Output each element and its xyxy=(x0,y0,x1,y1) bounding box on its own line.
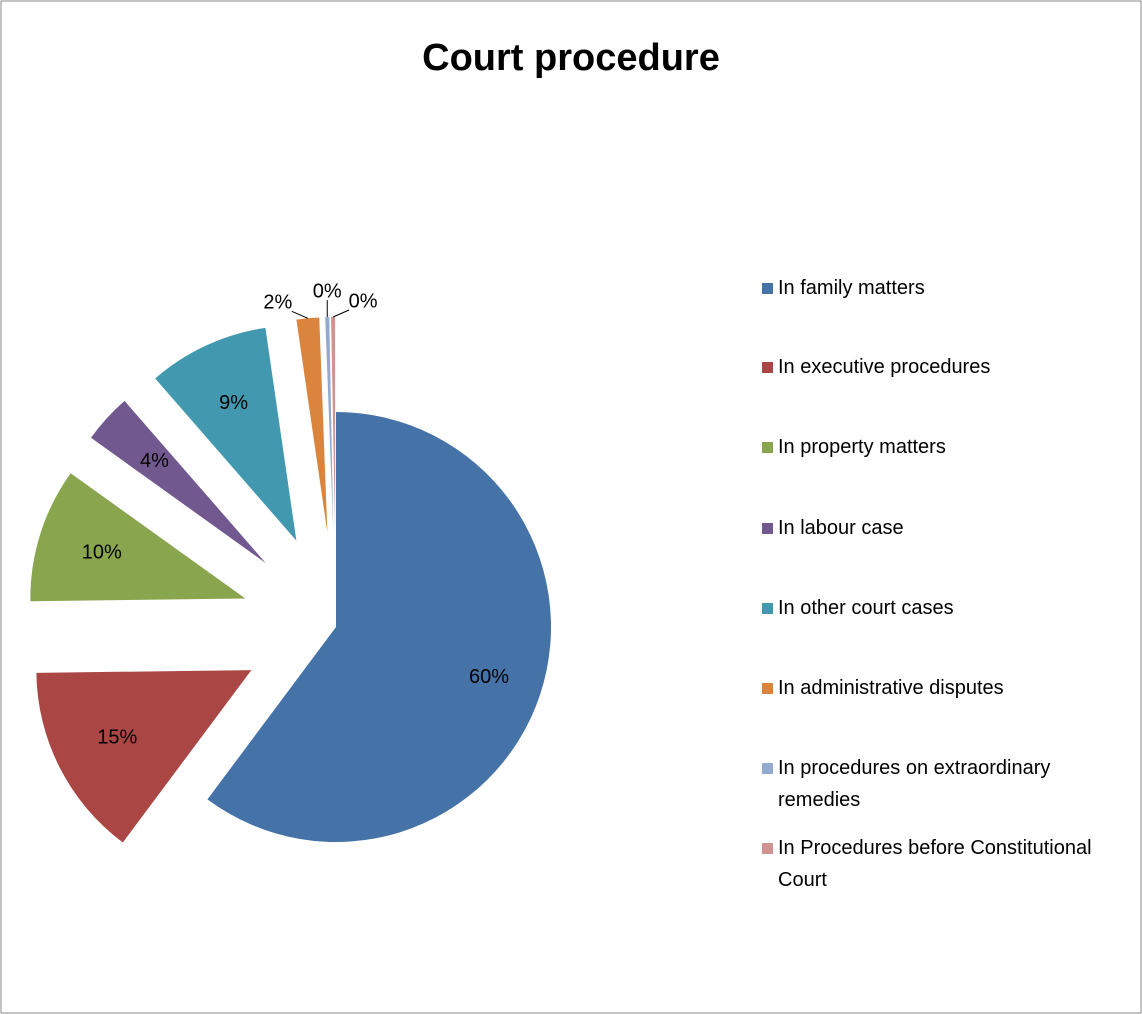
legend-item: In procedures on extraordinary remedies xyxy=(760,752,1098,816)
data-label: 15% xyxy=(97,727,137,749)
legend-label: In executive procedures xyxy=(778,356,991,378)
legend-item: In Procedures before Constitutional Cour… xyxy=(760,832,1098,896)
legend-swatch xyxy=(762,283,773,294)
legend-item: In administrative disputes xyxy=(760,672,1098,704)
legend-label: In procedures on extraordinary remedies xyxy=(778,757,1051,811)
legend-swatch xyxy=(762,683,773,694)
data-label: 0% xyxy=(349,290,378,312)
legend-swatch xyxy=(762,442,773,453)
legend-item: In property matters xyxy=(760,431,1098,463)
leader-line xyxy=(291,310,308,319)
legend-label: In administrative disputes xyxy=(778,677,1004,699)
leader-line xyxy=(332,309,350,318)
legend-label: In family matters xyxy=(778,277,925,299)
data-label: 60% xyxy=(469,666,509,688)
legend-swatch xyxy=(762,523,773,534)
legend-swatch xyxy=(762,843,773,854)
legend-item: In executive procedures xyxy=(760,351,1098,383)
pie-slice xyxy=(207,412,551,842)
pie-slice xyxy=(325,317,334,533)
legend-label: In property matters xyxy=(778,436,946,458)
chart-title: Court procedure xyxy=(422,37,720,79)
data-label: 4% xyxy=(140,450,169,472)
pie-slice xyxy=(155,327,297,541)
legend-item: In labour case xyxy=(760,512,1098,544)
legend-swatch xyxy=(762,603,773,614)
data-label: 0% xyxy=(313,280,342,302)
data-label: 10% xyxy=(82,542,122,564)
legend-item: In other court cases xyxy=(760,592,1098,624)
legend-swatch xyxy=(762,362,773,373)
legend-label: In labour case xyxy=(778,517,904,539)
legend-swatch xyxy=(762,763,773,774)
pie-slice xyxy=(30,473,246,602)
pie-slice xyxy=(331,317,336,533)
pie-slice xyxy=(296,317,328,533)
data-label: 2% xyxy=(263,292,292,314)
pie-slice xyxy=(36,670,252,843)
pie-slice xyxy=(91,400,266,564)
legend-label: In other court cases xyxy=(778,597,954,619)
legend-item: In family matters xyxy=(760,272,1098,304)
legend-label: In Procedures before Constitutional Cour… xyxy=(778,837,1092,891)
data-label: 9% xyxy=(219,392,248,414)
